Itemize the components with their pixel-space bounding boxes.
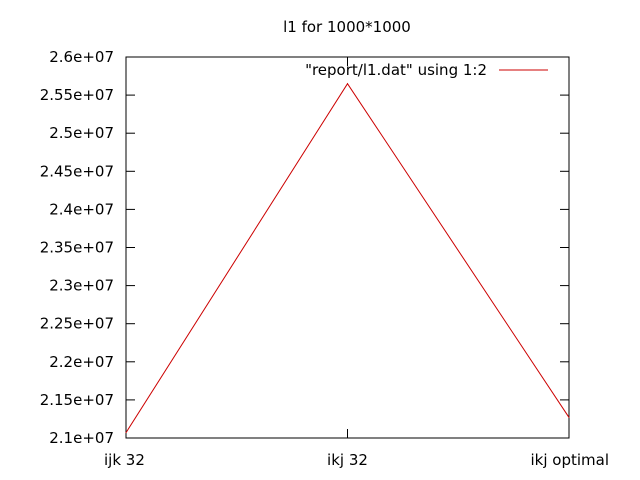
legend: "report/l1.dat" using 1:2: [305, 61, 548, 79]
y-axis: 2.1e+07 2.15e+07 2.2e+07 2.25e+07 2.3e+07 2.3…: [40, 48, 569, 447]
y-tick-label: 2.2e+07: [49, 353, 114, 371]
y-tick-label: 2.45e+07: [40, 162, 114, 180]
data-point: [125, 432, 127, 434]
y-tick-label: 2.6e+07: [49, 48, 114, 66]
x-tick-label: ikj 32: [327, 451, 368, 469]
data-point: [347, 83, 348, 85]
y-tick-label: 2.55e+07: [40, 86, 114, 104]
data-point: [568, 416, 570, 418]
x-tick-label: ikj optimal: [530, 451, 609, 469]
chart-title: l1 for 1000*1000: [283, 18, 411, 36]
series-line: [125, 82, 570, 433]
y-tick-label: 2.1e+07: [49, 429, 114, 447]
y-tick-label: 2.15e+07: [40, 391, 114, 409]
y-tick-label: 2.35e+07: [40, 239, 114, 257]
y-tick-label: 2.3e+07: [49, 277, 114, 295]
x-axis: ijk 32 ikj 32 ikj optimal: [104, 57, 609, 469]
y-tick-label: 2.4e+07: [49, 200, 114, 218]
plot-frame: [125, 56, 570, 439]
y-tick-label: 2.5e+07: [49, 124, 114, 142]
series-layer: [125, 82, 570, 434]
y-tick-label: 2.25e+07: [40, 315, 114, 333]
legend-label: "report/l1.dat" using 1:2: [305, 61, 487, 79]
x-tick-label: ijk 32: [104, 451, 145, 469]
